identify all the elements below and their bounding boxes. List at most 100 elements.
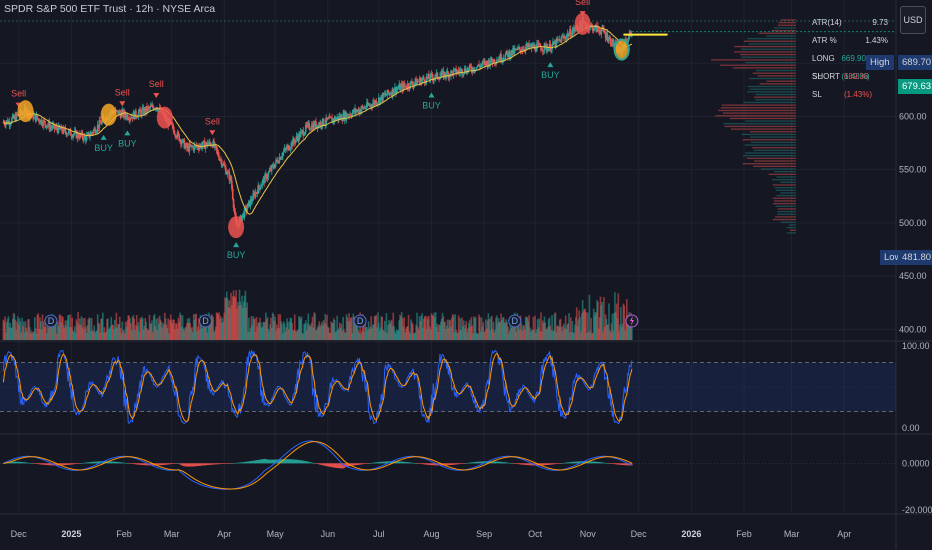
candle-body — [39, 119, 42, 124]
macd-histogram-bar — [103, 461, 106, 464]
macd-histogram-bar — [486, 461, 489, 464]
candle-body — [260, 185, 263, 187]
macd-histogram-bar — [378, 462, 380, 464]
candle-body — [440, 71, 443, 76]
macd-histogram-bar — [546, 463, 548, 465]
candle-body — [76, 133, 79, 139]
volume-bar — [325, 324, 327, 340]
candle-body — [252, 193, 254, 201]
time-axis-label: Mar — [784, 529, 800, 539]
candle-body — [478, 64, 480, 66]
candle-body — [150, 106, 152, 107]
macd-histogram-bar — [410, 462, 412, 464]
volume-bar — [219, 319, 221, 340]
volume-bar — [203, 317, 206, 340]
volume-bar — [377, 312, 379, 340]
candle-body — [175, 134, 177, 138]
volume-bar — [291, 323, 293, 340]
candle-body — [465, 72, 468, 74]
volume-bar — [73, 326, 76, 340]
candle-body — [628, 33, 631, 39]
macd-histogram-bar — [514, 463, 517, 464]
macd-histogram-bar — [66, 463, 68, 465]
volume-bar — [107, 329, 110, 340]
candle-body — [223, 163, 226, 166]
macd-histogram-bar — [305, 461, 307, 464]
candle-body — [326, 117, 328, 120]
volume-bar — [383, 330, 385, 340]
candle-body — [337, 116, 339, 120]
macd-histogram-bar — [612, 463, 614, 464]
macd-histogram-bar — [45, 463, 47, 465]
candle-body — [594, 24, 597, 26]
volume-bar — [607, 324, 609, 340]
macd-histogram-bar — [447, 463, 450, 466]
candle-body — [232, 199, 235, 208]
candle-body — [606, 32, 609, 41]
candle-body — [149, 106, 152, 109]
macd-histogram-bar — [176, 463, 179, 464]
macd-histogram-bar — [166, 463, 169, 465]
candle-body — [92, 130, 95, 134]
candle-body — [314, 121, 316, 128]
macd-histogram-bar — [32, 463, 34, 464]
candle-body — [311, 124, 314, 130]
macd-histogram-bar — [443, 463, 445, 466]
macd-histogram-bar — [451, 463, 454, 465]
sell-arrow — [209, 130, 216, 136]
macd-histogram-bar — [232, 463, 235, 464]
candle-body — [127, 118, 130, 120]
volume-bar — [254, 332, 257, 340]
macd-histogram-bar — [187, 463, 189, 467]
macd-histogram-bar — [384, 461, 386, 464]
volume-profile-bar — [753, 165, 796, 168]
volume-bar — [609, 332, 612, 340]
macd-histogram-bar — [63, 463, 66, 466]
volume-bar — [468, 323, 470, 340]
candle-body — [554, 41, 557, 47]
candle-body — [487, 60, 490, 67]
volume-bar — [270, 317, 272, 340]
macd-histogram-bar — [200, 463, 202, 466]
atr-label: ATR(14) — [812, 18, 842, 27]
currency-button[interactable]: USD — [900, 6, 926, 34]
candle-body — [461, 69, 463, 75]
volume-bar — [135, 325, 137, 340]
candle-body — [242, 213, 245, 218]
candle-body — [94, 128, 96, 134]
volume-bar — [595, 312, 598, 340]
macd-histogram-bar — [165, 463, 168, 465]
macd-histogram-bar — [468, 462, 470, 464]
volume-bar — [484, 331, 486, 340]
macd-histogram-bar — [243, 462, 245, 464]
buy-arrow — [428, 92, 435, 98]
volume-profile-bar — [772, 178, 796, 181]
candle-body — [309, 129, 311, 131]
price-tick-label: 500.00 — [899, 218, 927, 228]
candle-body — [61, 126, 63, 132]
volume-bar — [265, 312, 267, 340]
candle-body — [262, 178, 265, 181]
volume-bar — [479, 331, 482, 340]
volume-bar — [492, 321, 495, 340]
volume-bar — [310, 322, 313, 340]
candle-body — [244, 207, 247, 209]
volume-bar — [331, 322, 333, 340]
volume-bar — [593, 315, 596, 340]
volume-bar — [456, 333, 459, 340]
macd-histogram-bar — [356, 463, 358, 466]
macd-histogram-bar — [316, 463, 319, 464]
volume-bar — [104, 333, 107, 340]
volume-bar — [257, 322, 259, 340]
volume-bar — [210, 314, 213, 340]
volume-bar — [175, 323, 177, 340]
candle-body — [490, 57, 493, 62]
candle-body — [152, 105, 154, 108]
macd-histogram-bar — [369, 463, 372, 464]
macd-histogram-bar — [391, 461, 394, 464]
candle-body — [55, 126, 57, 128]
volume-bar — [123, 329, 125, 340]
volume-bar — [255, 317, 258, 340]
candle-body — [350, 115, 353, 117]
